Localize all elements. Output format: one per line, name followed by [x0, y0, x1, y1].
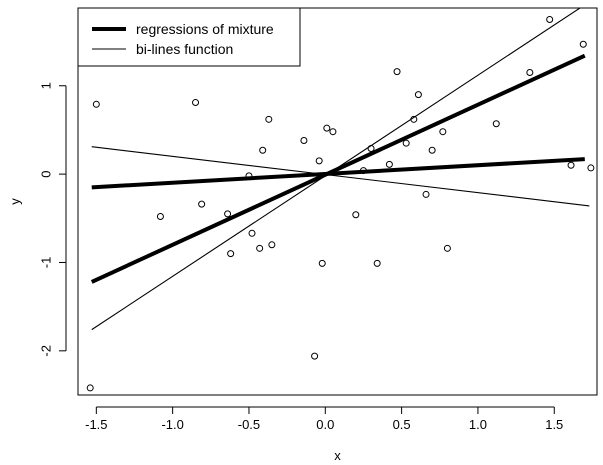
data-point: [567, 161, 575, 169]
data-point: [265, 115, 273, 123]
legend-label-bi-lines: bi-lines function: [136, 41, 233, 57]
data-point: [259, 146, 267, 154]
data-point: [359, 167, 367, 175]
data-point: [352, 211, 360, 219]
data-point: [410, 115, 418, 123]
plot-data-layer: [86, 8, 595, 392]
y-tick-label: 1: [39, 82, 54, 89]
y-tick-label: -2: [39, 345, 54, 357]
legend: regressions of mixture bi-lines function: [77, 7, 301, 67]
plot-frame: [77, 7, 598, 396]
data-point: [579, 40, 587, 48]
data-point: [245, 172, 253, 180]
regression-line-0: [90, 53, 586, 284]
data-point: [92, 100, 100, 108]
data-point: [156, 213, 164, 221]
data-point: [439, 128, 447, 136]
x-tick-label: 0.0: [316, 417, 334, 432]
data-point: [198, 200, 206, 208]
y-tick-label: -1: [39, 257, 54, 269]
x-tick-label: 1.5: [545, 417, 563, 432]
data-point: [227, 250, 235, 258]
y-axis: -2 -1 0 1: [39, 82, 67, 357]
data-point: [315, 157, 323, 165]
data-point: [300, 137, 308, 145]
regression-line-1: [91, 157, 585, 190]
data-point: [323, 124, 331, 132]
data-point: [248, 229, 256, 237]
data-point: [268, 241, 276, 249]
data-point: [402, 139, 410, 147]
data-point: [192, 99, 200, 107]
legend-box: [77, 7, 301, 67]
x-tick-label: -1.0: [161, 417, 183, 432]
x-tick-label: -1.5: [85, 417, 107, 432]
y-axis-title: y: [8, 198, 23, 205]
data-point: [385, 160, 393, 168]
data-point: [546, 15, 554, 23]
data-point: [367, 144, 375, 152]
data-point: [256, 244, 264, 252]
x-axis-title: x: [334, 448, 341, 463]
data-point: [224, 210, 232, 218]
data-point: [318, 259, 326, 267]
data-point: [329, 128, 337, 136]
data-point: [373, 259, 381, 267]
bi-line-2: [91, 8, 581, 331]
x-tick-label: 0.5: [393, 417, 411, 432]
data-point: [393, 68, 401, 76]
data-point: [492, 120, 500, 128]
legend-label-regressions: regressions of mixture: [136, 21, 274, 37]
x-tick-label: -0.5: [238, 417, 260, 432]
data-point: [422, 190, 430, 198]
x-axis: -1.5 -1.0 -0.5 0.0 0.5 1.0 1.5: [85, 406, 563, 432]
data-point: [86, 384, 94, 392]
data-point: [587, 164, 595, 172]
data-point: [414, 91, 422, 99]
data-point: [526, 69, 534, 76]
data-point: [311, 352, 319, 360]
bi-line-3: [91, 146, 590, 207]
y-tick-label: 0: [39, 170, 54, 177]
x-tick-label: 1.0: [469, 417, 487, 432]
data-point: [428, 146, 436, 154]
data-point: [443, 244, 451, 252]
